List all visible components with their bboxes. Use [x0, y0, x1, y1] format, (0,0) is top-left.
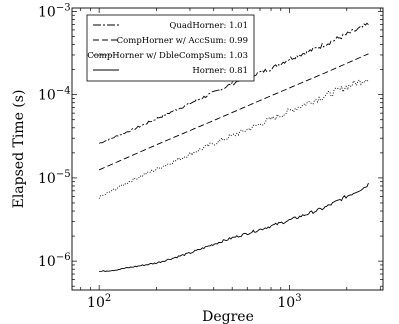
- series-line: [98, 79, 369, 199]
- series-line: [98, 53, 369, 171]
- y-tick-label: 10−5: [38, 169, 71, 187]
- legend-label: CompHorner w/ DbleCompSum: 1.03: [87, 51, 248, 61]
- y-tick-label: 10−4: [38, 86, 71, 104]
- series-line: [99, 182, 369, 272]
- legend-label: CompHorner w/ AccSum: 0.99: [117, 36, 248, 46]
- plot-frame: [71, 7, 384, 291]
- legend-label: Horner: 0.81: [192, 66, 248, 76]
- x-axis-label: Degree: [202, 309, 254, 324]
- legend: QuadHorner: 1.01 CompHorner w/ AccSum: 0.…: [86, 14, 255, 82]
- y-axis-label: Elapsed Time (s): [11, 90, 27, 209]
- x-tick-label: 103: [277, 293, 301, 311]
- legend-label: QuadHorner: 1.01: [169, 21, 248, 31]
- y-tick-label: 10−6: [38, 252, 71, 270]
- y-tick-label: 10−3: [38, 2, 71, 20]
- series-layer: [98, 22, 369, 272]
- axis-ticks: 102 103 10−6 10−5 10−4 10−3: [38, 2, 383, 311]
- series-line: [98, 22, 369, 144]
- x-tick-label: 102: [87, 293, 111, 311]
